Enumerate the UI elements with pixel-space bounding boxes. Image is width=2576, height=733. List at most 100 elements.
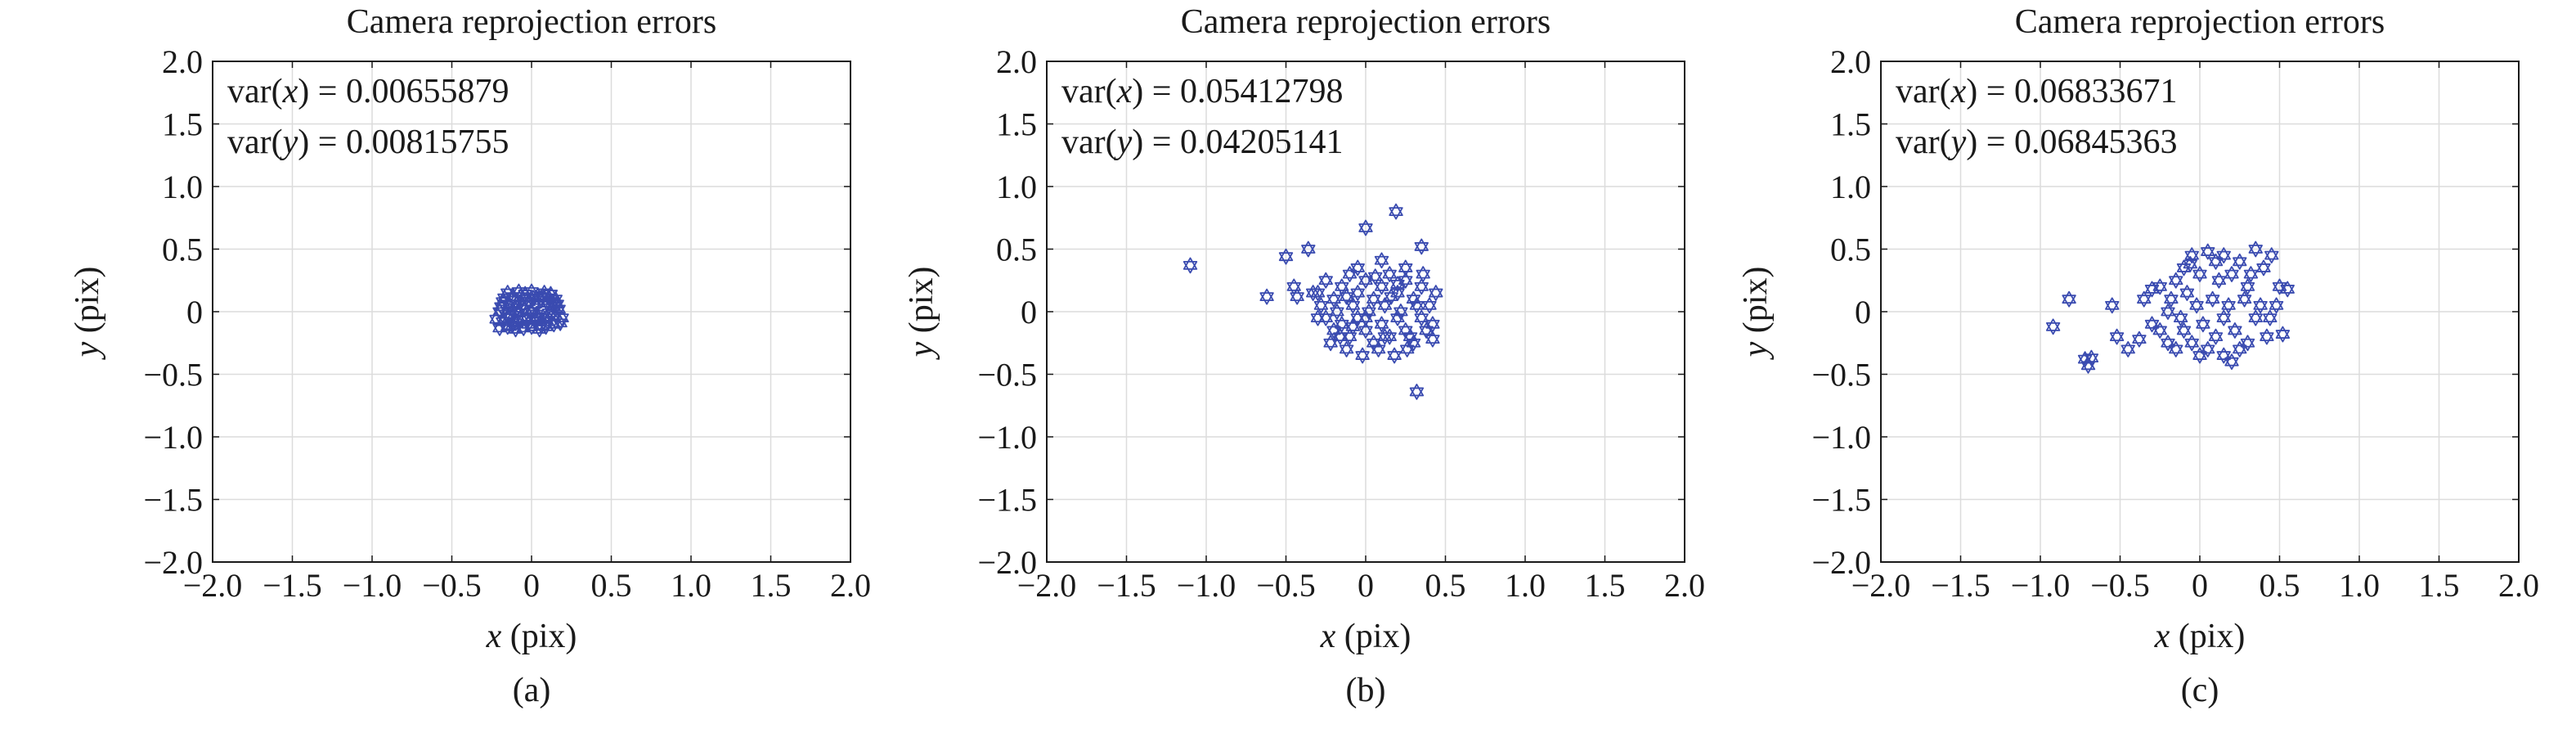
data-point	[1323, 335, 1338, 352]
data-point	[2240, 278, 2255, 295]
y-axis-label: y (pix)	[69, 267, 106, 361]
data-point	[2243, 266, 2259, 282]
data-point	[2192, 266, 2207, 282]
data-point	[2137, 290, 2152, 308]
y-tick-label: 1.0	[162, 169, 203, 205]
variance-annotation: var(y) = 0.06845363	[1896, 124, 2177, 161]
data-point	[1367, 290, 1381, 308]
data-point	[1330, 304, 1344, 320]
y-tick-label: 0	[1021, 294, 1037, 331]
y-axis-label: y (pix)	[1737, 267, 1775, 361]
x-tick-label: −1.0	[2011, 567, 2071, 604]
data-point	[1374, 316, 1389, 333]
data-point	[2084, 349, 2099, 366]
y-tick-label: −0.5	[977, 357, 1037, 393]
data-point	[2169, 341, 2183, 358]
data-point	[2224, 266, 2239, 282]
data-point	[2184, 335, 2199, 352]
data-point	[1339, 341, 1354, 358]
y-tick-label: 0.5	[1830, 232, 1871, 268]
panel-label: (c)	[2181, 672, 2219, 709]
data-point	[1358, 219, 1373, 236]
data-point	[2105, 297, 2120, 314]
data-point	[1384, 288, 1398, 305]
x-tick-label: 0	[523, 567, 540, 604]
data-point	[2189, 297, 2204, 314]
y-tick-label: 2.0	[996, 43, 1037, 80]
data-point	[1371, 341, 1386, 358]
data-point	[2120, 341, 2135, 358]
x-tick-label: −1.5	[1097, 567, 1156, 604]
data-point	[1313, 297, 1329, 314]
data-point	[2248, 309, 2263, 326]
data-point	[1358, 272, 1373, 289]
data-point	[1335, 316, 1349, 333]
data-point	[538, 309, 554, 326]
x-axis-label: x (pix)	[486, 618, 577, 655]
data-point	[1350, 285, 1365, 301]
data-point	[502, 306, 517, 322]
y-tick-label: 0.5	[996, 232, 1037, 268]
data-point	[1333, 328, 1348, 345]
data-point	[1355, 347, 1370, 364]
data-point	[1183, 257, 1198, 274]
data-point	[2280, 281, 2295, 298]
data-point	[513, 288, 528, 305]
y-axis-label: y (pix)	[903, 267, 940, 361]
x-tick-label: 0.5	[2260, 567, 2300, 604]
data-point	[2233, 253, 2247, 270]
data-point	[1414, 309, 1429, 326]
data-point	[2045, 318, 2061, 335]
x-tick-label: −1.5	[1931, 567, 1990, 604]
chart-panel-2: −2.0 −1.5 −1.0 −0.5 0 0.5 1.0 1.5 2.0 −2.0 −1.5 −1.…	[903, 3, 1705, 709]
data-point	[2224, 353, 2239, 371]
data-point	[2179, 285, 2195, 301]
x-tick-label: 1.5	[2419, 567, 2460, 604]
y-tick-label: −2.0	[143, 544, 203, 581]
data-point	[1400, 341, 1415, 358]
data-point	[1278, 248, 1294, 265]
data-point	[1414, 238, 1429, 255]
data-point	[2196, 316, 2210, 333]
data-point	[2264, 247, 2279, 264]
data-point	[505, 317, 520, 334]
x-tick-label: 2.0	[2498, 567, 2539, 604]
data-point	[2132, 331, 2147, 348]
data-point	[1345, 297, 1361, 314]
data-point	[1389, 203, 1403, 220]
y-tick-label: −1.5	[1811, 482, 1871, 519]
data-point	[2275, 326, 2291, 343]
data-point	[538, 318, 554, 335]
data-point	[2263, 309, 2278, 326]
x-axis-label: x (pix)	[1320, 618, 1411, 655]
y-tick-label: 0	[186, 294, 203, 331]
data-point	[1339, 288, 1354, 305]
data-point	[1416, 266, 1430, 282]
data-point	[1393, 304, 1408, 320]
y-tick-label: 1.0	[996, 169, 1037, 205]
y-tick-label: 1.0	[1830, 169, 1871, 205]
y-tick-label: 1.5	[1830, 106, 1871, 143]
data-point	[1358, 322, 1373, 339]
x-tick-label: 1.5	[1585, 567, 1626, 604]
data-point	[1429, 285, 1443, 301]
x-tick-label: 1.5	[751, 567, 792, 604]
y-tick-label: −1.0	[143, 419, 203, 456]
variance-annotation: var(x) = 0.00655879	[227, 73, 509, 110]
y-tick-label: −1.0	[1811, 419, 1871, 456]
data-point	[2228, 322, 2242, 339]
data-point	[2169, 272, 2183, 289]
x-tick-label: 2.0	[830, 567, 871, 604]
data-point	[2216, 247, 2231, 264]
x-tick-label: 0	[1358, 567, 1374, 604]
y-tick-label: 2.0	[162, 43, 203, 80]
x-tick-label: −1.5	[263, 567, 322, 604]
data-point	[1350, 259, 1365, 277]
data-point	[2260, 328, 2274, 345]
data-point	[1425, 331, 1440, 348]
x-tick-label: 1.0	[1505, 567, 1546, 604]
data-point	[2221, 297, 2236, 314]
data-point	[1402, 328, 1418, 345]
data-point	[1374, 252, 1389, 269]
data-point	[1326, 290, 1341, 308]
